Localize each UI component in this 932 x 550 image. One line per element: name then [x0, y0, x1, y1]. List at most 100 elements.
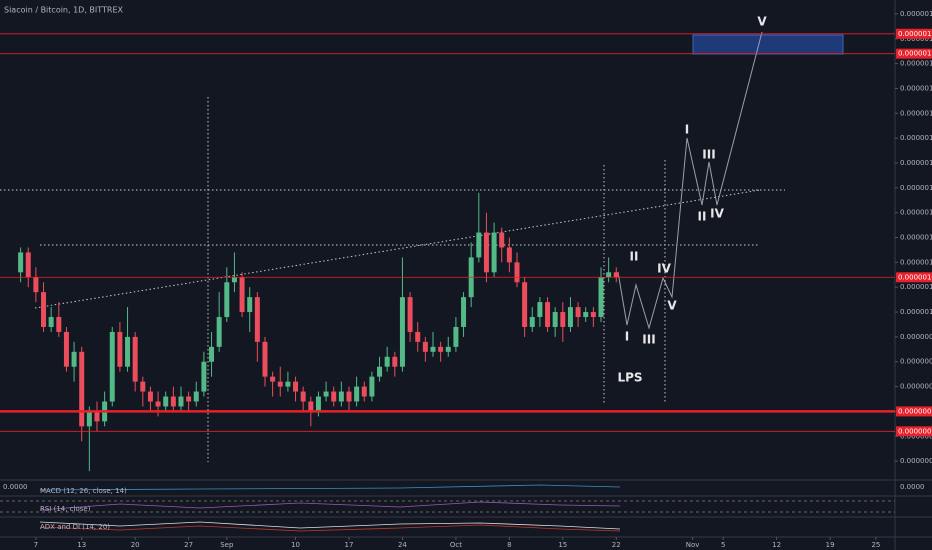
macd-scale-label: 0.0000 [3, 483, 28, 491]
candle-body [392, 356, 398, 367]
y-tick-label: 0.00000135 [900, 134, 932, 142]
candle-body [430, 346, 436, 352]
candle-body [178, 396, 184, 407]
candle-body [86, 411, 92, 427]
candle-body [514, 262, 520, 283]
candle-body [201, 361, 207, 392]
candle-body [567, 307, 573, 327]
y-tick-label: 0.00000095 [900, 333, 932, 341]
x-tick-label: 13 [77, 541, 86, 549]
x-tick-label: Nov [686, 541, 700, 549]
di-line [39, 524, 621, 532]
x-tick-label: 20 [131, 541, 140, 549]
candle-body [117, 331, 123, 367]
candle-body [247, 297, 253, 313]
target-box [692, 34, 844, 55]
candle-body [48, 317, 54, 327]
candle-body [262, 341, 268, 377]
candle-body [140, 381, 146, 392]
candle-body [606, 272, 612, 278]
candle-body [476, 232, 482, 258]
level-label: 0.00000107 [898, 273, 932, 281]
candle-body [590, 312, 596, 318]
candle-body [79, 351, 85, 427]
candle-body [239, 277, 245, 313]
candle-body [285, 381, 291, 387]
candle-body [331, 391, 337, 402]
candle-body [453, 326, 459, 347]
x-tick-label: 22 [612, 541, 621, 549]
y-tick-label: 0.00000125 [900, 184, 932, 192]
candle-body [231, 277, 237, 283]
candle-body [18, 252, 24, 273]
candle-body [315, 396, 321, 412]
y-tick-label: 0.00000110 [900, 258, 932, 266]
wave-label: II [698, 210, 707, 224]
candle-body [56, 317, 62, 332]
candle-body [552, 312, 558, 327]
x-tick-label: Oct [450, 541, 462, 549]
level-box [896, 48, 932, 59]
macd-line [39, 484, 621, 491]
level-label: 0.00000076 [898, 427, 932, 435]
x-tick-label: 12 [772, 541, 781, 549]
y-tick-label: 0.00000090 [900, 358, 932, 366]
candle-body [216, 317, 222, 347]
candle-body [377, 366, 383, 377]
y-tick-label: 0.00000070 [900, 457, 932, 465]
wave-label: III [642, 333, 655, 347]
x-tick-label: 25 [871, 541, 880, 549]
trend-line [34, 189, 761, 309]
candle-body [384, 356, 390, 367]
candle-body [461, 297, 467, 327]
candle-body [323, 391, 329, 397]
candle-body [529, 317, 535, 327]
candle-body [499, 232, 505, 248]
x-tick-label: Sep [220, 541, 234, 549]
candle-body [25, 252, 31, 278]
candle-body [506, 247, 512, 263]
wave-label: V [757, 15, 767, 29]
y-tick-label: 0.00000140 [900, 109, 932, 117]
candle-body [598, 277, 604, 318]
y-tick-label: 0.00000145 [900, 84, 932, 92]
candle-body [308, 401, 314, 412]
candle-body [354, 386, 360, 402]
candle-body [361, 386, 367, 397]
y-tick-label: 0.00000150 [900, 60, 932, 68]
x-tick-label: 8 [507, 541, 511, 549]
y-tick-label: 0.00000100 [900, 308, 932, 316]
x-tick-label: 27 [184, 541, 193, 549]
adx-line [39, 521, 621, 530]
wave-label: V [667, 299, 677, 313]
level-box [896, 406, 932, 417]
candle-body [254, 297, 260, 342]
candle-body [491, 232, 497, 273]
candle-body [438, 346, 444, 352]
chart-title: Siacoin / Bitcoin, 1D, BITTREX [4, 6, 124, 15]
candle-body [170, 396, 176, 407]
candle-body [109, 331, 115, 402]
candle-body [186, 396, 192, 402]
candle-body [41, 292, 47, 327]
candle-body [155, 401, 161, 407]
candle-body [63, 331, 69, 367]
candle-body [575, 307, 581, 318]
candle-body [369, 376, 375, 397]
candle-body [132, 336, 138, 382]
x-tick-label: 24 [398, 541, 407, 549]
candle-body [94, 411, 100, 422]
level-box [896, 272, 932, 283]
y-tick-label: 0.00000085 [900, 383, 932, 391]
candle-body [293, 381, 299, 392]
rsi-line [39, 501, 621, 511]
candle-body [125, 336, 131, 367]
candle-body [407, 297, 413, 332]
macd-scale-label: 0.0000 [900, 483, 925, 491]
candle-body [522, 282, 528, 327]
x-tick-label: 15 [558, 541, 567, 549]
candle-body [33, 277, 39, 293]
candle-body [193, 391, 199, 402]
level-label: 0.00000080 [898, 407, 932, 415]
